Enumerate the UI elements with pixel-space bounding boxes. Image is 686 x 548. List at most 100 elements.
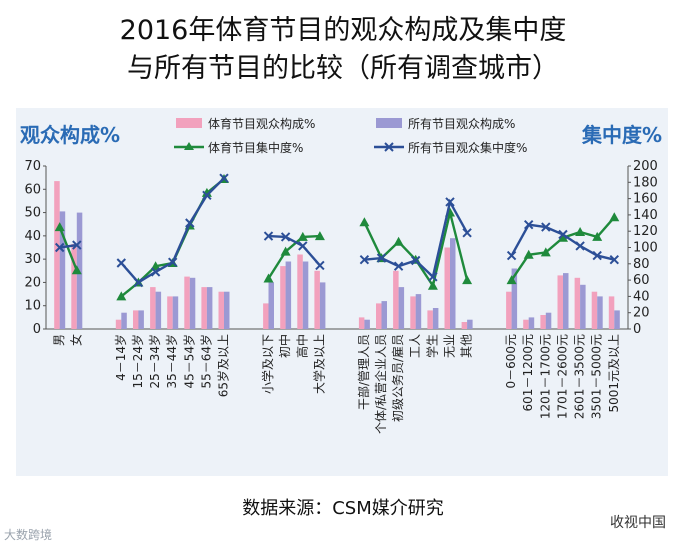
bar-sports — [133, 310, 139, 329]
bar-all — [415, 294, 422, 329]
category-label: 干部/管理人员 — [356, 334, 371, 410]
category-label: 0－600元 — [504, 334, 518, 389]
point-sports — [393, 236, 404, 246]
point-all — [445, 197, 455, 207]
watermark-right: 收视中国 — [610, 515, 666, 531]
category-label: 女 — [68, 334, 83, 346]
category-label: 大学及以上 — [311, 334, 326, 394]
left-tick-label: 0 — [33, 322, 41, 337]
bar-sports — [393, 270, 399, 329]
line-all — [59, 243, 77, 249]
point-sports — [201, 187, 212, 197]
bar-all — [563, 273, 569, 329]
bar-sports — [263, 303, 269, 329]
point-sports — [609, 212, 620, 222]
category-label: 学生 — [424, 334, 439, 358]
chart-title-line1: 2016年体育节目的观众构成及集中度 — [119, 15, 567, 46]
bar-sports — [410, 296, 416, 329]
chart-panel: 观众构成% 集中度% 体育节目观众构成% 所有节目观众构成% 体育节目集中度% 所有节目观… — [16, 108, 668, 476]
bar-all — [467, 319, 473, 329]
category-label: 个体/私营企业人员 — [373, 334, 388, 434]
point-all — [393, 261, 404, 271]
category-label: 小学及以下 — [260, 334, 275, 394]
category-label: 2601－3500元 — [573, 334, 587, 419]
point-sports — [54, 222, 65, 232]
bar-all — [189, 277, 196, 329]
category-label: 工人 — [408, 334, 422, 358]
bar-all — [614, 310, 620, 329]
bar-sports — [314, 270, 320, 329]
category-label: 初中 — [277, 334, 292, 358]
bar-all — [450, 238, 456, 329]
point-sports — [506, 275, 517, 285]
bar-all — [511, 268, 518, 329]
legend-swatch — [176, 118, 202, 128]
right-axis-title: 集中度% — [581, 123, 662, 147]
category-label: 55－64岁 — [198, 334, 213, 389]
legend-label: 所有节目观众构成% — [408, 116, 515, 131]
right-tick-label: 140 — [633, 208, 658, 223]
bar-sports — [150, 287, 156, 329]
bar-sports — [376, 303, 382, 329]
point-all — [462, 228, 472, 238]
point-all — [185, 218, 195, 228]
bar-sports — [201, 287, 207, 329]
point-all — [219, 173, 229, 183]
bar-sports — [557, 275, 563, 329]
point-all — [72, 240, 82, 250]
bar-all — [597, 296, 603, 329]
bar-sports — [608, 296, 615, 329]
category-label: 35－44岁 — [164, 334, 179, 389]
legend-swatch — [376, 118, 402, 128]
left-tick-label: 60 — [24, 182, 41, 197]
bar-sports — [461, 322, 468, 329]
bar-sports — [54, 181, 60, 329]
point-sports — [462, 275, 473, 285]
category-label: 65岁及以上 — [216, 334, 231, 397]
bar-sports — [540, 315, 546, 329]
legend-marker — [184, 142, 194, 150]
bar-sports — [427, 310, 433, 329]
left-tick-label: 50 — [24, 206, 41, 221]
category-label: 3501－5000元 — [590, 334, 604, 419]
point-all — [359, 254, 370, 265]
bar-sports — [115, 319, 122, 329]
line-sports — [58, 226, 78, 271]
watermark-left: 大数跨境 — [4, 528, 53, 542]
right-tick-label: 180 — [633, 175, 658, 190]
category-label: 25－34岁 — [147, 334, 162, 389]
chart-title-line2: 与所有节目的比较（所有调查城市） — [127, 53, 559, 84]
bar-sports — [358, 317, 365, 329]
data-source: 数据来源：CSM媒介研究 — [242, 498, 444, 519]
left-tick-label: 20 — [24, 275, 41, 290]
point-sports — [297, 231, 308, 241]
category-label: 高中 — [294, 334, 309, 358]
point-sports — [263, 273, 274, 283]
bar-all — [545, 312, 552, 329]
point-sports — [314, 231, 325, 241]
point-sports — [558, 232, 568, 242]
point-sports — [359, 217, 370, 227]
category-label: 无业 — [443, 334, 457, 358]
point-sports — [540, 247, 551, 257]
right-tick-label: 200 — [633, 159, 658, 174]
point-all — [150, 267, 161, 277]
bar-sports — [280, 266, 286, 329]
point-all — [54, 242, 65, 253]
bar-all — [302, 261, 309, 329]
bar-all — [580, 284, 586, 329]
category-label: 1701－2600元 — [556, 334, 570, 419]
bar-all — [285, 261, 292, 329]
point-all — [133, 277, 144, 288]
point-all — [116, 258, 127, 268]
left-axis-title: 观众构成% — [20, 123, 120, 147]
point-all — [298, 241, 308, 251]
right-tick-label: 40 — [633, 289, 650, 304]
bar-sports — [506, 291, 512, 329]
point-sports — [427, 280, 438, 290]
point-all — [428, 272, 438, 282]
bar-all — [121, 312, 127, 329]
bar-all — [528, 317, 535, 329]
legend-marker — [384, 142, 394, 152]
point-all — [523, 219, 534, 230]
